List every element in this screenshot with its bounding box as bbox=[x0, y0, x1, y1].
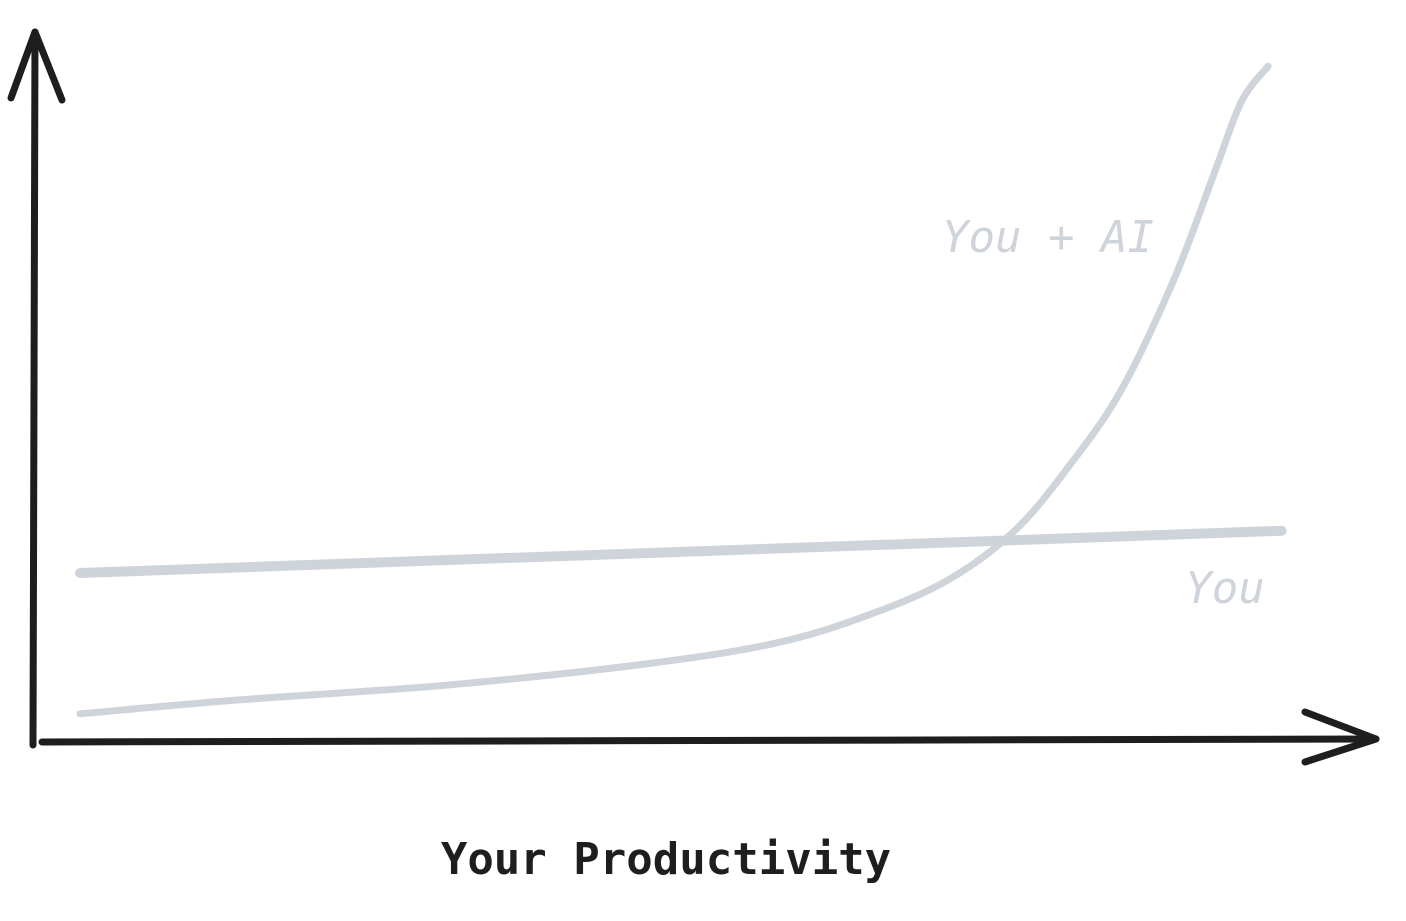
x-axis-arrowhead bbox=[1301, 708, 1380, 766]
x-axis-line bbox=[38, 735, 1380, 746]
series-line-you bbox=[75, 525, 1287, 578]
label-layer: You You + AI bbox=[942, 212, 1265, 614]
series-layer bbox=[75, 62, 1287, 718]
x-axis-title: Your Productivity bbox=[441, 834, 891, 885]
series-label-you-ai: You + AI bbox=[942, 212, 1154, 263]
chart-axes bbox=[7, 28, 1380, 766]
series-label-you: You bbox=[1185, 563, 1264, 614]
series-line-you-ai bbox=[76, 62, 1272, 718]
y-axis-arrowhead bbox=[7, 28, 66, 104]
y-axis-line bbox=[29, 28, 39, 749]
